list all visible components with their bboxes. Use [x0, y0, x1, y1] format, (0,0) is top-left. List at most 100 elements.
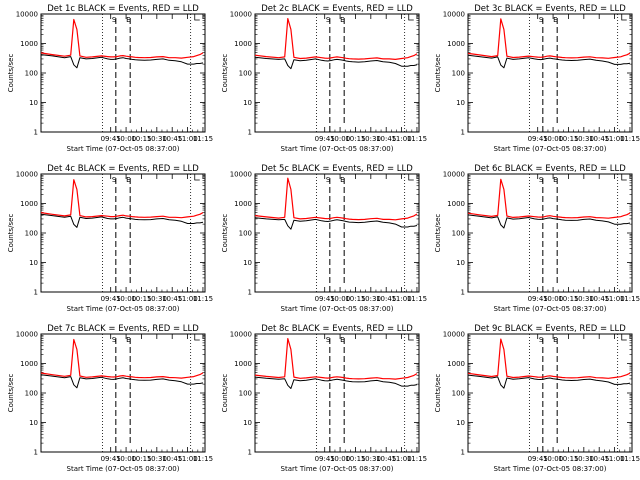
- y-tick-label: 1000: [447, 360, 465, 368]
- y-tick-label: 100: [239, 230, 252, 238]
- annotation-label-start: S: [326, 16, 331, 24]
- y-tick-label: 1: [461, 449, 465, 457]
- y-tick-label: 10000: [443, 331, 465, 339]
- plot-frame: [468, 14, 632, 132]
- y-tick-label: 1000: [234, 200, 252, 208]
- eclipse-marker: [195, 334, 200, 340]
- y-tick-label: 100: [452, 230, 465, 238]
- y-tick-label: 10: [243, 259, 252, 267]
- annotation-label-end: E: [553, 176, 557, 184]
- panel-title: Det 3c BLACK = Events, RED = LLD: [474, 4, 626, 14]
- series-line-lld: [468, 339, 630, 378]
- eclipse-marker: [409, 14, 414, 20]
- y-tick-label: 1: [248, 449, 252, 457]
- y-tick-label: 1: [34, 289, 38, 297]
- plot-frame: [41, 334, 205, 452]
- annotation-label-start: S: [539, 16, 544, 24]
- y-tick-label: 10000: [230, 171, 252, 179]
- panel-2: Det 2c BLACK = Events, RED = LLD Counts/s…: [221, 4, 427, 153]
- y-tick-label: 100: [25, 390, 38, 398]
- annotation-label-end: E: [126, 176, 130, 184]
- y-axis-label: Counts/sec: [434, 54, 442, 93]
- y-tick-label: 10000: [16, 331, 38, 339]
- y-axis-label: Counts/sec: [434, 374, 442, 413]
- x-tick-label: 11:15: [193, 295, 213, 303]
- x-axis-label: Start Time (07-Oct-05 08:37:00): [494, 305, 607, 313]
- y-tick-label: 100: [452, 70, 465, 78]
- y-tick-label: 1000: [447, 40, 465, 48]
- eclipse-marker: [409, 334, 414, 340]
- panel-8: Det 8c BLACK = Events, RED = LLD Counts/s…: [221, 324, 427, 473]
- annotation-label-start: S: [539, 176, 544, 184]
- x-axis-label: Start Time (07-Oct-05 08:37:00): [281, 305, 394, 313]
- plot-frame: [255, 174, 419, 292]
- series-line-lld: [41, 340, 203, 379]
- y-axis-label: Counts/sec: [221, 54, 229, 93]
- x-axis-label: Start Time (07-Oct-05 08:37:00): [281, 145, 394, 153]
- y-tick-label: 1: [248, 129, 252, 137]
- x-axis-label: Start Time (07-Oct-05 08:37:00): [67, 145, 180, 153]
- y-axis-label: Counts/sec: [7, 374, 15, 413]
- series-line-lld: [255, 339, 417, 380]
- y-axis-label: Counts/sec: [221, 214, 229, 253]
- eclipse-marker: [409, 174, 414, 180]
- panel-title: Det 7c BLACK = Events, RED = LLD: [47, 324, 199, 334]
- panel-9: Det 9c BLACK = Events, RED = LLD Counts/s…: [434, 324, 640, 473]
- panel-5: Det 5c BLACK = Events, RED = LLD Counts/s…: [221, 164, 427, 313]
- y-tick-label: 1000: [447, 200, 465, 208]
- y-tick-label: 10: [456, 99, 465, 107]
- y-tick-label: 10: [243, 419, 252, 427]
- y-tick-label: 1: [461, 129, 465, 137]
- series-line-lld: [255, 19, 417, 60]
- y-tick-label: 1: [248, 289, 252, 297]
- eclipse-marker: [195, 174, 200, 180]
- eclipse-marker: [195, 14, 200, 20]
- y-tick-label: 10000: [443, 171, 465, 179]
- panel-7: Det 7c BLACK = Events, RED = LLD Counts/s…: [7, 324, 213, 473]
- plot-frame: [468, 334, 632, 452]
- annotation-label-start: S: [112, 16, 117, 24]
- panel-title: Det 1c BLACK = Events, RED = LLD: [47, 4, 199, 14]
- panel-3: Det 3c BLACK = Events, RED = LLD Counts/s…: [434, 4, 640, 153]
- panel-4: Det 4c BLACK = Events, RED = LLD Counts/s…: [7, 164, 213, 313]
- y-tick-label: 10000: [230, 11, 252, 19]
- y-tick-label: 1: [34, 449, 38, 457]
- panel-title: Det 6c BLACK = Events, RED = LLD: [474, 164, 626, 174]
- annotation-label-end: E: [340, 336, 344, 344]
- x-axis-label: Start Time (07-Oct-05 08:37:00): [494, 145, 607, 153]
- y-tick-label: 10: [456, 259, 465, 267]
- panel-title: Det 2c BLACK = Events, RED = LLD: [261, 4, 413, 14]
- y-axis-label: Counts/sec: [7, 214, 15, 253]
- eclipse-marker: [622, 14, 627, 20]
- series-line-lld: [41, 20, 203, 59]
- eclipse-marker: [622, 174, 627, 180]
- x-tick-label: 11:15: [193, 455, 213, 463]
- y-tick-label: 1000: [20, 360, 38, 368]
- x-tick-label: 11:15: [407, 455, 427, 463]
- panel-1: Det 1c BLACK = Events, RED = LLDCounts/s…: [7, 4, 213, 153]
- annotation-label-end: E: [553, 336, 557, 344]
- y-tick-label: 1000: [234, 360, 252, 368]
- y-tick-label: 10: [29, 99, 38, 107]
- y-tick-label: 10: [243, 99, 252, 107]
- y-tick-label: 100: [452, 390, 465, 398]
- y-tick-label: 10: [456, 419, 465, 427]
- y-tick-label: 10: [29, 419, 38, 427]
- y-axis-label: Counts/sec: [434, 214, 442, 253]
- y-tick-label: 1: [34, 129, 38, 137]
- panel-title: Det 4c BLACK = Events, RED = LLD: [47, 164, 199, 174]
- annotation-label-start: S: [112, 336, 117, 344]
- x-tick-label: 11:15: [407, 135, 427, 143]
- y-tick-label: 1000: [20, 40, 38, 48]
- plot-frame: [255, 334, 419, 452]
- y-tick-label: 10000: [443, 11, 465, 19]
- plot-frame: [468, 174, 632, 292]
- panel-title: Det 9c BLACK = Events, RED = LLD: [474, 324, 626, 334]
- y-tick-label: 10000: [230, 331, 252, 339]
- annotation-label-start: S: [112, 176, 117, 184]
- y-tick-label: 100: [239, 70, 252, 78]
- y-tick-label: 100: [25, 70, 38, 78]
- annotation-label-end: E: [126, 16, 130, 24]
- x-axis-label: Start Time (07-Oct-05 08:37:00): [281, 465, 394, 473]
